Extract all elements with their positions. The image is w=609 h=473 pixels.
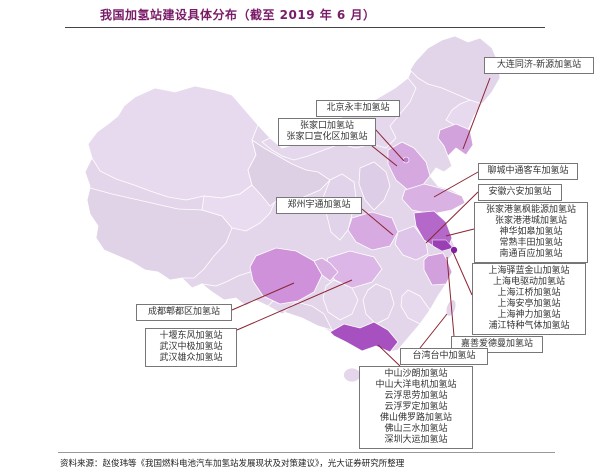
map-province-guangxi xyxy=(283,301,333,331)
callout-zhengzhou: 郑州宇通加氢站 xyxy=(276,197,362,214)
callout-liaocheng: 聊城中通客车加氢站 xyxy=(478,163,578,180)
callout-line: 上海安亭加氢站 xyxy=(497,299,561,309)
leader-line-jiashan xyxy=(446,256,455,337)
callout-line: 佛山佛罗路加氢站 xyxy=(379,413,452,423)
leader-line-guangdong xyxy=(377,344,401,367)
callout-line: 武汉中极加氢站 xyxy=(159,342,223,352)
map-province-tibet xyxy=(86,187,233,281)
callout-chengdu: 成都郫都区加氢站 xyxy=(136,304,232,321)
title-underline xyxy=(65,27,545,28)
leader-line-dalian xyxy=(462,77,491,150)
map-province-heilongjiang xyxy=(409,35,501,105)
map-province-zhejiang xyxy=(423,252,453,286)
callout-line: 云浮思劳加氢站 xyxy=(384,391,448,401)
map-province-chongqing xyxy=(313,257,339,282)
map-province-jiangxi xyxy=(362,283,395,325)
map-island-taiwan xyxy=(445,299,457,317)
callout-line: 上海江桥加氢站 xyxy=(497,288,561,298)
callout-jiangsu: 张家港氢枫能源加氢站 张家港港城加氢站 神华如皋加氢站 常熟丰田加氢站 南通百应… xyxy=(474,202,588,263)
map-province-anhui xyxy=(394,225,429,261)
leader-line-liaocheng xyxy=(433,171,479,198)
callout-line: 台湾台中加氢站 xyxy=(412,351,476,361)
callout-shanghai: 上海驿蓝金山加氢站 上海电驱动加氢站 上海江桥加氢站 上海安亭加氢站 上海神力加… xyxy=(472,263,586,335)
map-city-shanghai xyxy=(450,246,458,254)
map-province-shanxi xyxy=(358,161,391,211)
leader-line-zhangjiakou xyxy=(371,145,398,167)
map-province-sichuan xyxy=(249,247,323,305)
callout-line: 聊城中通客车加氢站 xyxy=(487,166,569,176)
callout-line: 大连同济-新源加氢站 xyxy=(496,60,582,70)
source-note: 资料来源：赵俊玮等《我国燃料电池汽车加氢站发展现状及对策建议》，光大证券研究所整… xyxy=(60,459,405,469)
callout-line: 张家港氢枫能源加氢站 xyxy=(485,205,576,215)
callout-line: 张家口宣化区加氢站 xyxy=(286,132,368,142)
callout-line: 佛山三水加氢站 xyxy=(384,424,448,434)
callout-line: 武汉雄众加氢站 xyxy=(159,353,223,363)
leader-line-zhengzhou xyxy=(361,208,394,236)
map-province-qinghai xyxy=(201,184,277,232)
bottom-divider xyxy=(58,452,555,453)
callout-taiwan: 台湾台中加氢站 xyxy=(400,348,488,365)
callout-line: 北京永丰加氢站 xyxy=(326,103,390,113)
map-island-hainan xyxy=(343,367,361,383)
callout-line: 上海神力加氢站 xyxy=(497,310,561,320)
callout-line: 十堰东风加氢站 xyxy=(159,331,223,341)
callout-line: 郑州宇通加氢站 xyxy=(287,200,351,210)
leader-lines xyxy=(231,77,491,367)
callout-line: 嘉善爱德曼加氢站 xyxy=(460,339,533,349)
callout-line: 上海电驱动加氢站 xyxy=(492,277,565,287)
callout-line: 南通百应加氢站 xyxy=(499,249,563,259)
callout-dalian: 大连同济-新源加氢站 xyxy=(484,57,594,74)
map-province-fujian xyxy=(400,289,431,325)
map-province-hebei xyxy=(387,141,431,191)
callout-line: 常熟丰田加氢站 xyxy=(499,238,563,248)
callout-line: 神华如皋加氢站 xyxy=(499,227,563,237)
callout-beijing: 北京永丰加氢站 xyxy=(316,100,400,117)
map-province-liaoning xyxy=(437,123,474,157)
leader-line-taiwan xyxy=(419,313,448,349)
callout-line: 上海驿蓝金山加氢站 xyxy=(488,266,570,276)
callout-luan: 安徽六安加氢站 xyxy=(478,184,562,201)
leader-line-jiangsu xyxy=(445,228,475,237)
callout-hubei: 十堰东风加氢站 武汉中极加氢站 武汉雄众加氢站 xyxy=(145,328,237,367)
callout-guangdong: 中山沙朗加氢站 中山大洋电机加氢站 云浮思劳加氢站 云浮罗定加氢站 佛山佛罗路加… xyxy=(359,366,473,449)
leader-line-luan xyxy=(425,191,479,244)
callout-line: 深圳大运加氢站 xyxy=(384,435,448,445)
callout-zhangjiakou: 张家口加氢站 张家口宣化区加氢站 xyxy=(278,118,376,146)
leader-line-shanghai xyxy=(452,251,473,296)
callout-line: 安徽六安加氢站 xyxy=(488,187,552,197)
callout-line: 成都郫都区加氢站 xyxy=(147,307,220,317)
callout-line: 张家口加氢站 xyxy=(299,121,354,131)
callout-line: 张家港港城加氢站 xyxy=(494,216,567,226)
callout-line: 中山大洋电机加氢站 xyxy=(375,380,457,390)
callout-line: 中山沙朗加氢站 xyxy=(384,369,448,379)
map-province-hubei xyxy=(324,250,383,289)
map-province-gansu xyxy=(247,139,331,207)
map-province-shandong xyxy=(401,183,466,215)
map-city-beijing xyxy=(402,156,410,164)
map-province-jiangsu-south xyxy=(431,239,454,252)
callout-line: 浦江特种气体加氢站 xyxy=(488,321,570,331)
map-province-guangdong xyxy=(329,321,399,353)
leader-line-hubei xyxy=(236,279,353,331)
callout-line: 云浮罗定加氢站 xyxy=(384,402,448,412)
page-title: 我国加氢站建设具体分布（截至 2019 年 6 月） xyxy=(100,8,376,22)
leader-line-chengdu xyxy=(231,282,295,311)
